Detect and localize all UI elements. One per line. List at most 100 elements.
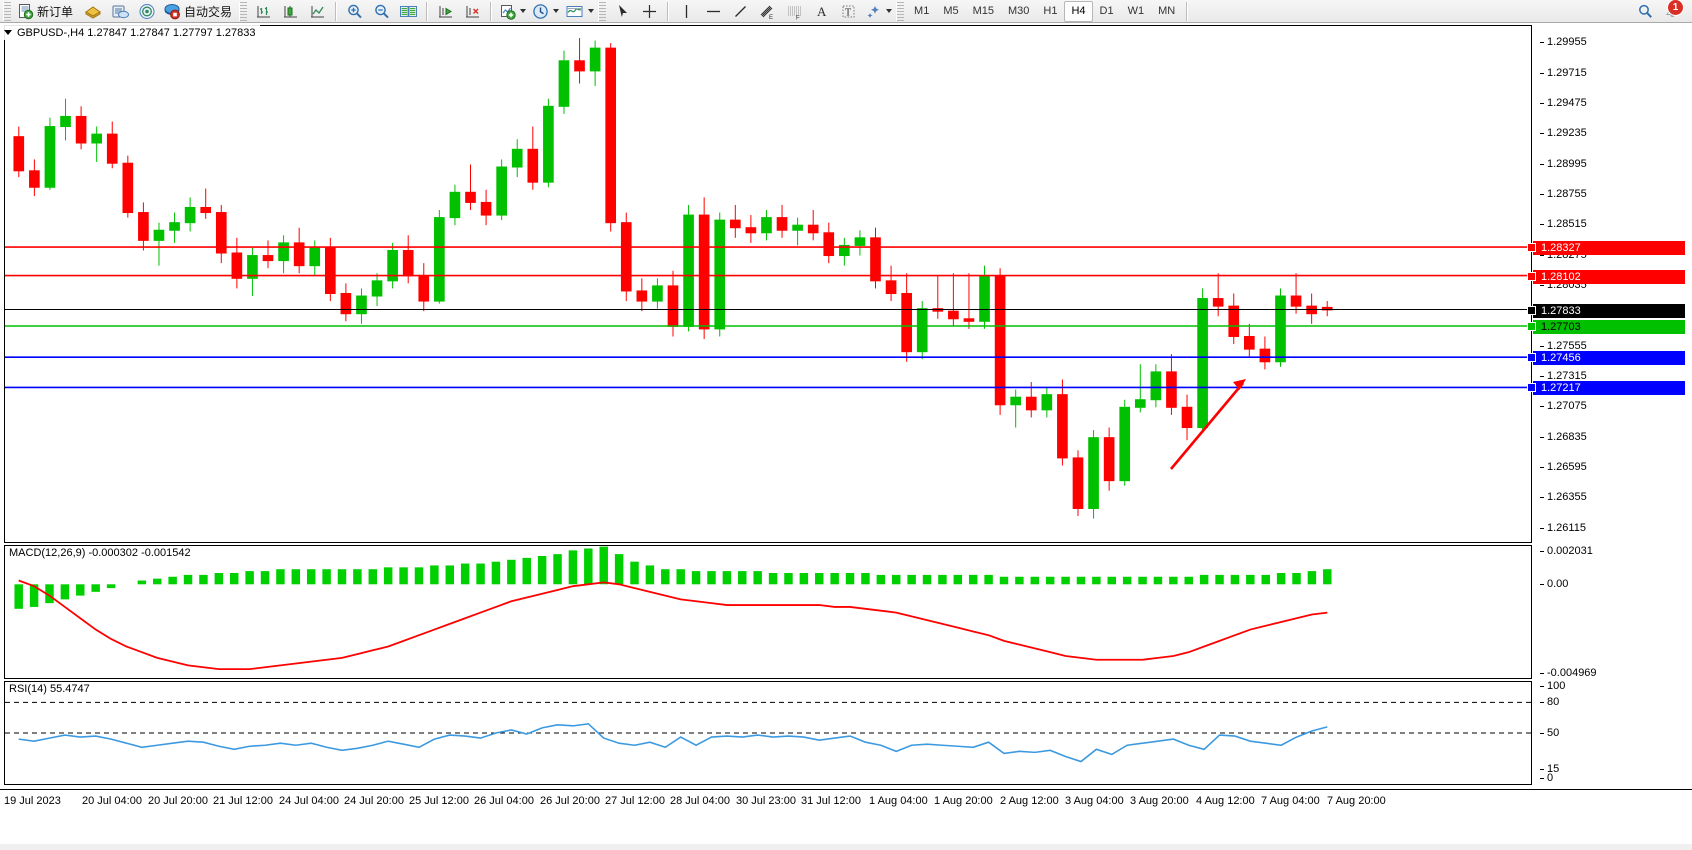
bar-chart-button[interactable] <box>250 0 277 23</box>
price-level-flag-support-blue-1[interactable]: 1.27456 <box>1533 351 1685 366</box>
bar-chart-icon <box>257 5 271 17</box>
templates-caret-icon[interactable] <box>588 9 595 13</box>
macd-pane[interactable]: MACD(12,26,9) -0.000302 -0.001542 <box>4 545 1532 679</box>
level-handle[interactable] <box>1527 243 1536 253</box>
rsi-tick: 100 <box>1540 680 1692 693</box>
search-button[interactable] <box>1632 0 1659 23</box>
time-label: 3 Aug 04:00 <box>1065 795 1124 807</box>
time-axis[interactable]: 19 Jul 2023 20 Jul 04:00 20 Jul 20:00 21 Ju… <box>0 789 1692 814</box>
price-level-flag-resistance-2[interactable]: 1.28102 <box>1533 269 1685 284</box>
level-handle[interactable] <box>1527 305 1536 315</box>
indicators-button[interactable] <box>496 0 529 23</box>
time-label: 7 Aug 20:00 <box>1327 795 1386 807</box>
status-bar <box>0 844 1692 850</box>
cloud-button[interactable] <box>106 0 133 23</box>
price-tick: 1.28755 <box>1540 188 1692 201</box>
price-tick: 1.27555 <box>1540 340 1692 353</box>
price-level-flag-support-green[interactable]: 1.27703 <box>1533 319 1685 334</box>
new-order-label: 新订单 <box>37 4 74 19</box>
price-level-flag-current-price[interactable]: 1.27833 <box>1533 303 1685 318</box>
price-axis[interactable]: 1.29955 1.29715 1.29475 1.29235 1.28995 1.287… <box>1527 25 1692 543</box>
indicators-caret-icon[interactable] <box>520 9 527 13</box>
shapes-button[interactable] <box>862 0 895 23</box>
templates-button[interactable] <box>562 0 597 23</box>
hline-button[interactable] <box>700 0 727 23</box>
chart-canvas-area[interactable]: GBPUSD-,H4 1.27847 1.27847 1.27797 1.278… <box>0 23 1692 850</box>
timeframe-m1[interactable]: M1 <box>914 5 930 17</box>
channels-button[interactable]: E <box>754 0 781 23</box>
vline-button[interactable] <box>673 0 700 23</box>
period-button[interactable] <box>529 0 562 23</box>
timeframe-mn[interactable]: MN <box>1158 5 1176 17</box>
toolbar-grip-3[interactable] <box>598 1 607 21</box>
vertical-line-icon <box>685 4 688 18</box>
chart-shift-button[interactable] <box>459 0 486 23</box>
price-tick: 1.29955 <box>1540 36 1692 49</box>
price-tick: 1.26835 <box>1540 431 1692 444</box>
symbol-info-bar[interactable]: GBPUSD-,H4 1.27847 1.27847 1.27797 1.278… <box>4 25 260 40</box>
objects-button[interactable] <box>79 0 106 23</box>
macd-label: MACD(12,26,9) -0.000302 -0.001542 <box>9 547 194 559</box>
price-tick: 1.27075 <box>1540 400 1692 413</box>
text-label-icon: T <box>842 5 855 18</box>
level-handle[interactable] <box>1527 321 1536 331</box>
time-label: 21 Jul 12:00 <box>213 795 273 807</box>
candlestick-chart-button[interactable] <box>277 0 304 23</box>
symbol-ohlc-text: GBPUSD-,H4 1.27847 1.27847 1.27797 1.278… <box>17 26 256 39</box>
price-level-flag-resistance-1[interactable]: 1.28327 <box>1533 241 1685 256</box>
svg-text:F: F <box>796 15 800 20</box>
period-caret-icon[interactable] <box>553 9 560 13</box>
level-handle[interactable] <box>1527 353 1536 363</box>
cursor-button[interactable] <box>609 0 636 23</box>
time-label: 30 Jul 23:00 <box>736 795 796 807</box>
rsi-pane[interactable]: RSI(14) 55.4747 <box>4 681 1532 785</box>
toolbar-grip-4[interactable] <box>896 1 905 21</box>
macd-tick: 0.002031 <box>1540 545 1692 558</box>
trendline-icon <box>735 5 746 17</box>
macd-tick: -0.004969 <box>1540 667 1692 680</box>
timeframe-d1[interactable]: D1 <box>1099 5 1114 17</box>
time-label: 24 Jul 20:00 <box>344 795 404 807</box>
rsi-axis: 100 80 50 15 0 <box>1533 680 1692 785</box>
timeframe-h4[interactable]: H4 <box>1064 0 1093 22</box>
text-label-button[interactable]: T <box>835 0 862 23</box>
auto-scroll-button[interactable] <box>432 0 459 23</box>
zoom-out-button[interactable] <box>368 0 395 23</box>
timeframe-m15[interactable]: M15 <box>972 5 994 17</box>
timeframe-m5[interactable]: M5 <box>943 5 959 17</box>
data-window-button[interactable] <box>395 0 422 23</box>
price-tick: 1.27315 <box>1540 370 1692 383</box>
toolbar-grip[interactable] <box>3 1 11 21</box>
timeframe-m30[interactable]: M30 <box>1008 5 1030 17</box>
cursor-icon <box>619 4 628 17</box>
price-tick: 1.29235 <box>1540 127 1692 140</box>
shapes-icon <box>867 5 880 18</box>
price-pane[interactable] <box>4 25 1532 543</box>
shapes-caret-icon[interactable] <box>886 9 893 13</box>
fibonacci-button[interactable]: F <box>781 0 808 23</box>
line-chart-button[interactable] <box>304 0 331 23</box>
toolbar-separator-2 <box>426 1 429 21</box>
trendline-button[interactable] <box>727 0 754 23</box>
alerts-button[interactable]: 1 <box>1659 0 1686 23</box>
timeframe-w1[interactable]: W1 <box>1127 5 1145 17</box>
text-icon: A <box>817 4 827 19</box>
crosshair-button[interactable] <box>636 0 663 23</box>
timeframe-h1[interactable]: H1 <box>1043 5 1058 17</box>
zoom-in-button[interactable] <box>341 0 368 23</box>
collapse-caret-icon[interactable] <box>4 30 12 35</box>
horizontal-line-icon <box>707 10 721 12</box>
equidistant-channel-icon: E <box>760 5 773 20</box>
new-order-button[interactable]: 新订单 <box>14 0 79 23</box>
level-handle[interactable] <box>1527 271 1536 281</box>
price-level-flag-support-blue-2[interactable]: 1.27217 <box>1533 381 1685 396</box>
level-handle[interactable] <box>1527 383 1536 393</box>
time-label: 26 Jul 04:00 <box>474 795 534 807</box>
text-button[interactable]: A <box>808 0 835 23</box>
time-label: 27 Jul 12:00 <box>605 795 665 807</box>
signals-button[interactable] <box>133 0 160 23</box>
price-tick: 1.26595 <box>1540 461 1692 474</box>
toolbar-grip-2[interactable] <box>239 1 248 21</box>
time-label: 1 Aug 20:00 <box>934 795 993 807</box>
autotrade-button[interactable]: 自动交易 <box>160 0 238 23</box>
